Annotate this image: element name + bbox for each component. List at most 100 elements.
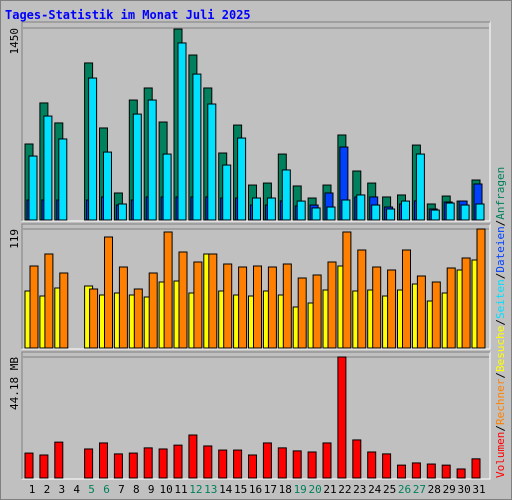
bar (322, 442, 332, 479)
bar (253, 265, 262, 349)
x-tick-label: 14 (219, 483, 233, 496)
bar (401, 200, 410, 221)
bar (475, 203, 485, 221)
bar (84, 448, 94, 479)
bar (128, 452, 138, 479)
x-tick-label: 19 (294, 483, 307, 496)
legend-entry: Dateien (494, 226, 507, 272)
bar (402, 249, 411, 349)
x-tick-label: 2 (44, 483, 51, 496)
legend-separator: / (494, 220, 507, 227)
legend-entry: Rechner (494, 378, 507, 425)
y-tick-label: 44.18 MB (8, 357, 21, 410)
bar (192, 73, 202, 221)
x-tick-label: 9 (148, 483, 155, 496)
bar (132, 113, 142, 221)
bar (208, 253, 218, 349)
bar (173, 444, 183, 479)
bar (28, 155, 38, 221)
bar (59, 272, 69, 349)
bar (117, 203, 127, 221)
bar (58, 138, 68, 221)
bar (103, 151, 112, 221)
bar (104, 236, 113, 349)
bar (252, 197, 261, 221)
bar (147, 99, 157, 221)
x-tick-label: 6 (103, 483, 110, 496)
bar (337, 356, 347, 479)
x-tick-label: 11 (174, 483, 187, 496)
bar (456, 468, 466, 479)
legend-entry: Volumen (494, 432, 507, 478)
legend-separator: / (494, 319, 507, 326)
bar (426, 463, 436, 479)
bar (327, 261, 337, 349)
x-tick-label: 17 (264, 483, 277, 496)
bar (367, 451, 377, 479)
bar (113, 453, 123, 479)
bar (223, 263, 233, 349)
bar (460, 204, 470, 221)
x-tick-label: 1 (29, 483, 36, 496)
bar (218, 449, 228, 479)
bar (88, 77, 98, 221)
bar (193, 261, 203, 349)
legend-separator: / (494, 372, 507, 379)
bar (342, 231, 352, 349)
x-tick-label: 4 (73, 483, 80, 496)
bar (357, 249, 367, 349)
bar (292, 450, 302, 479)
bar (203, 445, 213, 479)
x-tick-label: 10 (159, 483, 172, 496)
bar (415, 153, 425, 221)
bar (341, 199, 351, 221)
bar (44, 253, 54, 349)
x-tick-label: 23 (353, 483, 366, 496)
chart-title: Tages-Statistik im Monat Juli 2025 (5, 8, 251, 22)
y-tick-label: 119 (8, 229, 21, 249)
bar (267, 266, 277, 349)
bar (446, 267, 456, 349)
bar (411, 462, 421, 479)
bar (430, 209, 440, 221)
bar (326, 206, 336, 221)
bar (148, 272, 158, 349)
bar (416, 275, 426, 349)
x-tick-label: 31 (472, 483, 485, 496)
bar (248, 454, 257, 479)
bar (397, 464, 406, 479)
bar (382, 453, 392, 479)
x-tick-label: 13 (204, 483, 217, 496)
x-tick-label: 30 (457, 483, 470, 496)
bar (441, 464, 451, 479)
panel-shadow (21, 223, 490, 349)
bar (143, 447, 153, 479)
bar (158, 448, 168, 479)
bar (356, 194, 366, 221)
x-tick-label: 20 (308, 483, 321, 496)
bar (476, 228, 486, 349)
legend: Volumen/Rechner/Besuche/Seiten/Dateien/A… (494, 167, 507, 478)
x-tick-label: 26 (398, 483, 411, 496)
x-tick-label: 18 (279, 483, 292, 496)
bar (207, 103, 217, 221)
bar (177, 42, 187, 221)
bar (133, 288, 143, 349)
bar (262, 442, 272, 479)
x-tick-label: 7 (118, 483, 125, 496)
x-tick-label: 24 (368, 483, 382, 496)
legend-entry: Anfragen (494, 167, 507, 220)
legend-entry: Besuche (494, 326, 507, 372)
bar (237, 137, 247, 221)
legend-entry: Seiten (494, 279, 507, 319)
bar (238, 266, 248, 349)
panel-shadow (21, 21, 490, 221)
bar (163, 231, 173, 349)
x-tick-label: 28 (428, 483, 441, 496)
bar (282, 263, 292, 349)
x-tick-label: 22 (338, 483, 351, 496)
bar (222, 164, 232, 221)
x-tick-label: 3 (58, 483, 65, 496)
bar (312, 274, 322, 349)
bar (266, 197, 276, 221)
